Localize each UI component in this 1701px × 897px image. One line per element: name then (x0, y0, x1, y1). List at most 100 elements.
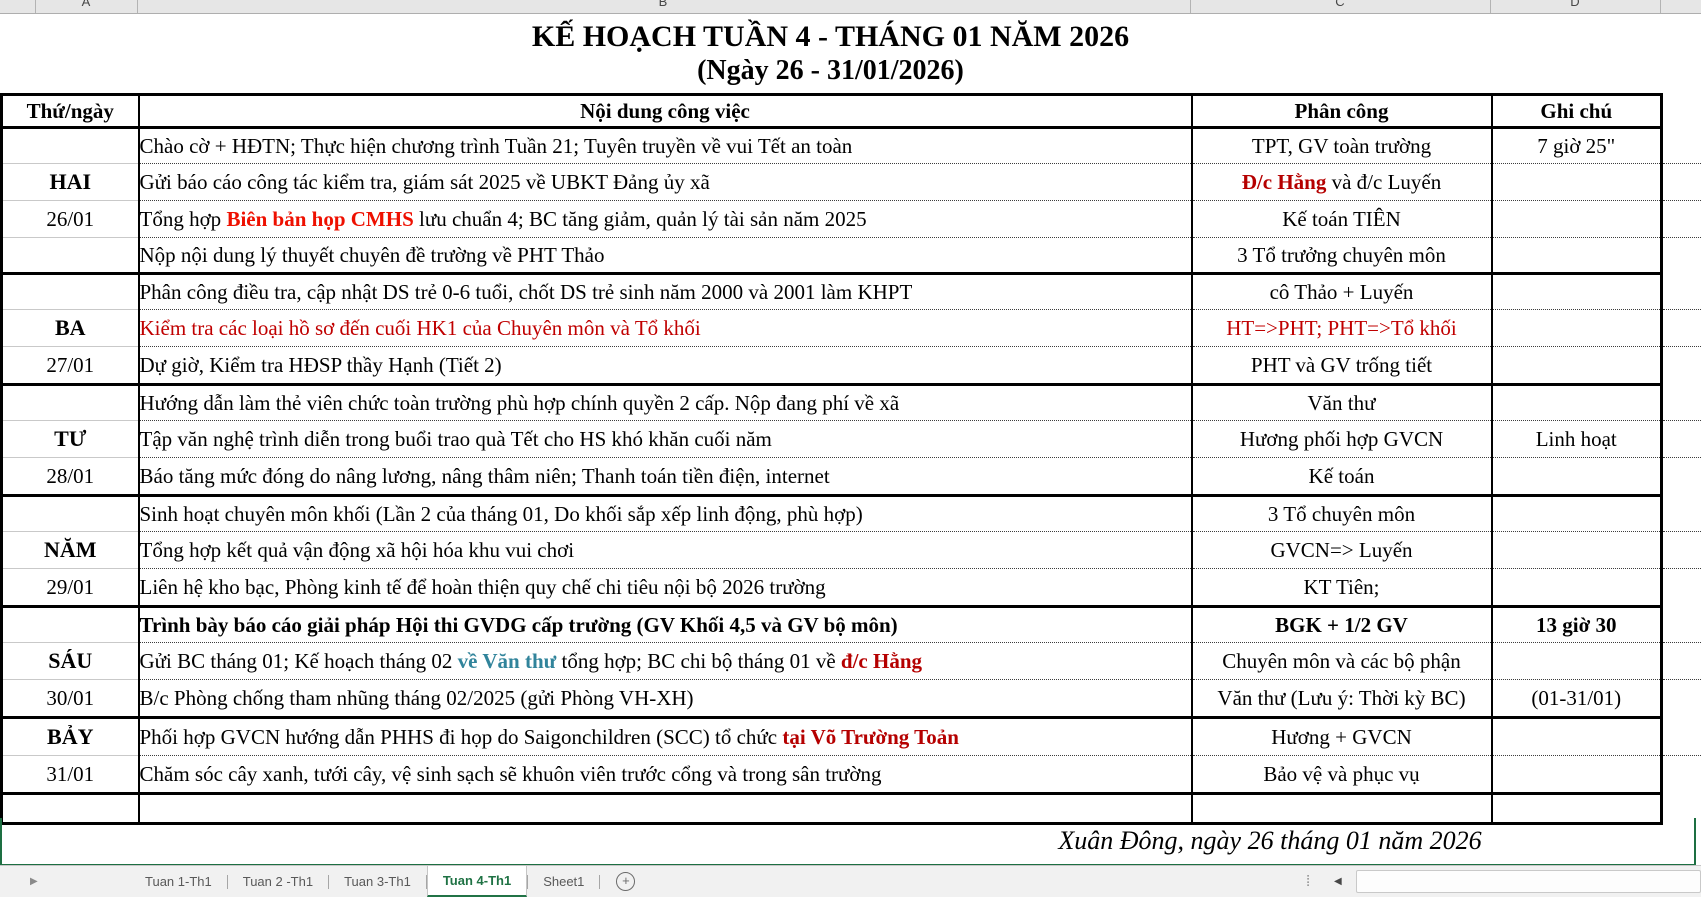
assign-cell[interactable]: cô Thảo + Luyến (1191, 273, 1493, 310)
day-cell[interactable]: 27/01 (0, 346, 140, 386)
add-sheet-button[interactable]: + (616, 866, 636, 897)
assign-cell[interactable] (1191, 793, 1493, 825)
gutter-cell[interactable] (1661, 642, 1701, 680)
note-cell[interactable]: Linh hoạt (1491, 420, 1663, 458)
assign-cell[interactable]: Chuyên môn và các bộ phận (1191, 642, 1493, 680)
assign-cell[interactable]: Bảo vệ và phục vụ (1191, 755, 1493, 795)
day-cell[interactable]: NĂM (0, 531, 140, 569)
content-cell[interactable]: Phối hợp GVCN hướng dẫn PHHS đi họp do S… (138, 717, 1193, 756)
horizontal-scrollbar[interactable] (1356, 870, 1701, 893)
sheet-tab-tuan-1-th1[interactable]: Tuan 1-Th1 (145, 874, 212, 889)
content-cell[interactable]: Gửi báo cáo công tác kiểm tra, giám sát … (138, 163, 1193, 201)
day-cell[interactable]: 31/01 (0, 755, 140, 795)
gutter-cell[interactable] (1661, 717, 1701, 756)
note-cell[interactable] (1491, 531, 1663, 569)
content-cell[interactable]: Báo tăng mức đóng do nâng lương, nâng th… (138, 457, 1193, 497)
gutter-cell[interactable] (1661, 127, 1701, 164)
column-letter[interactable]: A (81, 0, 91, 9)
tab-scroll-arrow-icon[interactable]: ▶ (30, 876, 38, 887)
column-letter[interactable]: D (1570, 0, 1580, 9)
content-cell[interactable]: Tổng hợp Biên bản họp CMHS lưu chuẩn 4; … (138, 200, 1193, 238)
sheet-tab-tuan-4-th1[interactable]: Tuan 4-Th1 (426, 866, 528, 897)
assign-cell[interactable]: TPT, GV toàn trường (1191, 127, 1493, 164)
note-cell[interactable] (1491, 273, 1663, 310)
gutter-cell[interactable] (1662, 756, 1701, 794)
assign-cell[interactable]: GVCN=> Luyến (1191, 531, 1493, 569)
day-cell[interactable]: 28/01 (0, 457, 140, 497)
note-cell[interactable] (1491, 237, 1663, 275)
assign-cell[interactable]: Kế toán TIÊN (1191, 200, 1493, 238)
gutter-cell[interactable] (1662, 680, 1701, 718)
tab-splitter-handle[interactable]: ⁞ (1306, 873, 1310, 890)
content-cell[interactable]: Tổng hợp kết quả vận động xã hội hóa khu… (138, 531, 1193, 569)
note-cell[interactable] (1491, 346, 1663, 386)
gutter-cell[interactable] (1661, 495, 1701, 532)
gutter-cell[interactable] (1661, 420, 1701, 458)
gutter-cell[interactable] (1662, 458, 1701, 496)
day-cell[interactable] (0, 127, 140, 164)
header-content[interactable]: Nội dung công việc (138, 93, 1193, 129)
note-cell[interactable] (1491, 793, 1663, 825)
header-gutter[interactable] (1662, 95, 1701, 128)
assign-cell[interactable]: Kế toán (1191, 457, 1493, 497)
assign-cell[interactable]: Hương phối hợp GVCN (1191, 420, 1493, 458)
header-note[interactable]: Ghi chú (1491, 93, 1663, 129)
day-cell[interactable]: HAI (0, 163, 140, 201)
content-cell[interactable]: Liên hệ kho bạc, Phòng kinh tế để hoàn t… (138, 568, 1193, 608)
column-letter[interactable]: C (1335, 0, 1345, 9)
gutter-cell[interactable] (1662, 347, 1701, 385)
day-cell[interactable] (0, 793, 140, 825)
content-cell[interactable]: Nộp nội dung lý thuyết chuyên đề trường … (138, 237, 1193, 275)
content-cell[interactable]: Sinh hoạt chuyên môn khối (Lần 2 của thá… (138, 495, 1193, 532)
day-cell[interactable] (0, 237, 140, 275)
gutter-cell[interactable] (1661, 606, 1701, 643)
assign-cell[interactable]: Hương + GVCN (1191, 717, 1493, 756)
gutter-cell[interactable] (1661, 531, 1701, 569)
note-cell[interactable] (1491, 568, 1663, 608)
day-cell[interactable]: BẢY (0, 717, 140, 756)
assign-cell[interactable]: PHT và GV trống tiết (1191, 346, 1493, 386)
assign-cell[interactable]: BGK + 1/2 GV (1191, 606, 1493, 643)
gutter-cell[interactable] (1661, 273, 1701, 310)
assign-cell[interactable]: 3 Tổ trưởng chuyên môn (1191, 237, 1493, 275)
content-cell[interactable]: Tập văn nghệ trình diễn trong buổi trao … (138, 420, 1193, 458)
note-cell[interactable]: (01-31/01) (1491, 679, 1663, 719)
note-cell[interactable]: 13 giờ 30 (1491, 606, 1663, 643)
content-cell[interactable]: Kiểm tra các loại hồ sơ đến cuối HK1 của… (138, 309, 1193, 347)
note-cell[interactable] (1491, 384, 1663, 421)
content-cell[interactable]: Phân công điều tra, cập nhật DS trẻ 0-6 … (138, 273, 1193, 310)
content-cell[interactable] (138, 793, 1193, 825)
column-letter[interactable]: B (658, 0, 668, 9)
content-cell[interactable]: Gửi BC tháng 01; Kế hoạch tháng 02 về Vă… (138, 642, 1193, 680)
note-cell[interactable]: 7 giờ 25" (1491, 127, 1663, 164)
note-cell[interactable] (1491, 495, 1663, 532)
content-cell[interactable]: Dự giờ, Kiểm tra HĐSP thầy Hạnh (Tiết 2) (138, 346, 1193, 386)
signature-line[interactable]: Xuân Đông, ngày 26 tháng 01 năm 2026 (1058, 826, 1482, 855)
day-cell[interactable] (0, 273, 140, 310)
note-cell[interactable] (1491, 717, 1663, 756)
assign-cell[interactable]: Văn thư (1191, 384, 1493, 421)
day-cell[interactable]: 30/01 (0, 679, 140, 719)
note-cell[interactable] (1491, 163, 1663, 201)
header-day[interactable]: Thứ/ngày (0, 93, 140, 129)
day-cell[interactable]: BA (0, 309, 140, 347)
assign-cell[interactable]: Văn thư (Lưu ý: Thời kỳ BC) (1191, 679, 1493, 719)
sheet-tab-tuan-3-th1[interactable]: Tuan 3-Th1 (344, 874, 411, 889)
assign-cell[interactable]: Đ/c Hằng và đ/c Luyến (1191, 163, 1493, 201)
gutter-cell[interactable] (1662, 238, 1701, 274)
content-cell[interactable]: Trình bày báo cáo giải pháp Hội thi GVDG… (138, 606, 1193, 643)
gutter-cell[interactable] (1661, 200, 1701, 238)
note-cell[interactable] (1491, 309, 1663, 347)
gutter-cell[interactable] (1661, 163, 1701, 201)
assign-cell[interactable]: KT Tiên; (1191, 568, 1493, 608)
day-cell[interactable]: SÁU (0, 642, 140, 680)
gutter-cell[interactable] (1662, 569, 1701, 607)
day-cell[interactable]: 29/01 (0, 568, 140, 608)
day-cell[interactable] (0, 384, 140, 421)
assign-cell[interactable]: HT=>PHT; PHT=>Tổ khối (1191, 309, 1493, 347)
header-assign[interactable]: Phân công (1191, 93, 1493, 129)
content-cell[interactable]: Chăm sóc cây xanh, tưới cây, vệ sinh sạc… (138, 755, 1193, 795)
day-cell[interactable]: TƯ (0, 420, 140, 458)
note-cell[interactable] (1491, 457, 1663, 497)
note-cell[interactable] (1491, 755, 1663, 795)
